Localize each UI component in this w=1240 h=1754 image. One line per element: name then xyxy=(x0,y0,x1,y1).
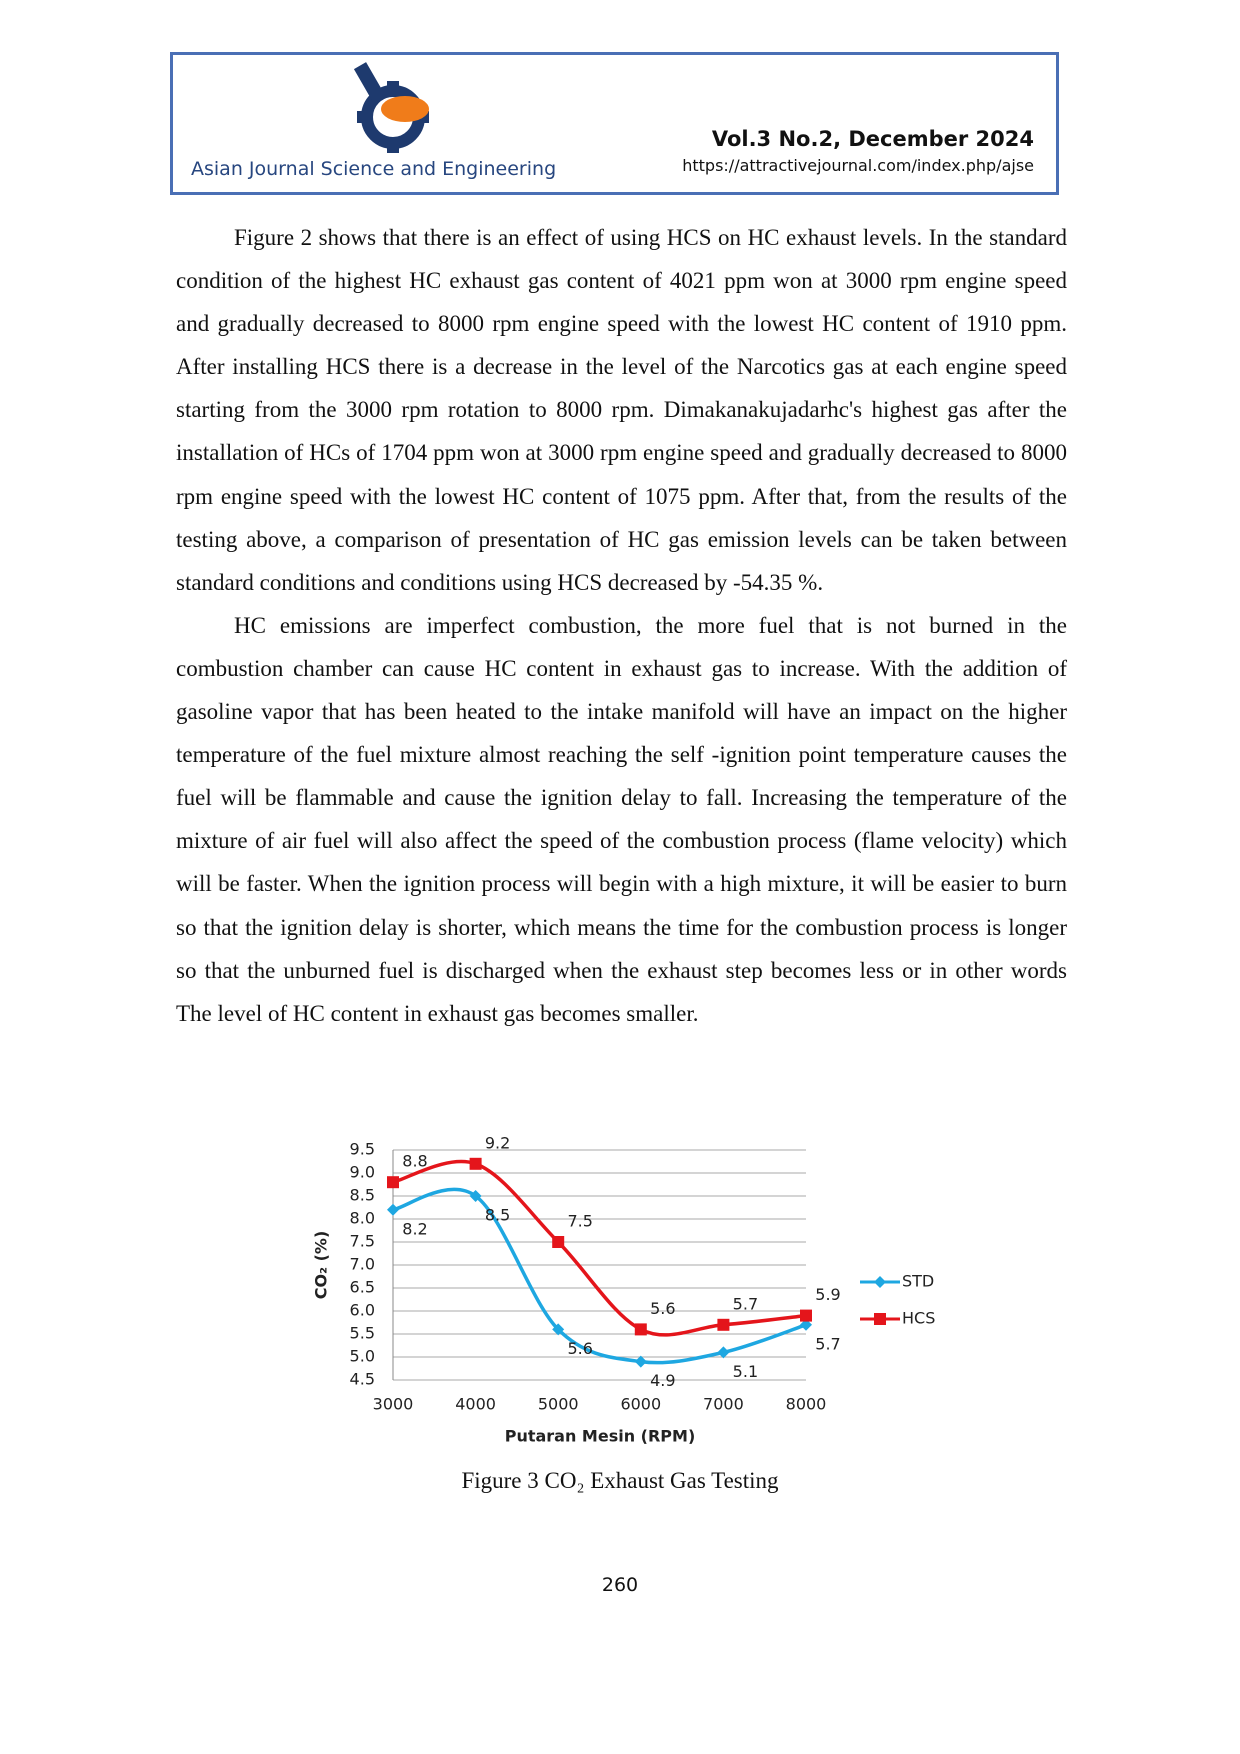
legend-label: HCS xyxy=(902,1309,935,1328)
marker xyxy=(874,1313,886,1325)
y-tick-label: 6.0 xyxy=(350,1301,375,1320)
y-tick-label: 5.0 xyxy=(350,1347,375,1366)
data-label: 5.6 xyxy=(567,1339,592,1358)
data-label: 5.7 xyxy=(733,1294,758,1313)
marker xyxy=(634,1355,647,1368)
x-tick-label: 7000 xyxy=(703,1395,744,1414)
x-tick-label: 3000 xyxy=(373,1395,414,1414)
marker xyxy=(387,1203,399,1216)
journal-name: Asian Journal Science and Engineering xyxy=(191,158,557,180)
x-tick-label: 8000 xyxy=(786,1395,827,1414)
data-label: 8.8 xyxy=(402,1152,427,1171)
y-tick-label: 4.5 xyxy=(350,1370,375,1389)
paragraph: Figure 2 shows that there is an effect o… xyxy=(176,225,1067,595)
marker xyxy=(800,1309,812,1322)
y-tick-label: 7.5 xyxy=(350,1232,375,1251)
data-label: 7.5 xyxy=(567,1212,592,1231)
series-line xyxy=(392,1187,807,1365)
page-number: 260 xyxy=(601,1574,639,1596)
y-tick-label: 5.5 xyxy=(350,1324,375,1343)
y-tick-label: 8.0 xyxy=(350,1209,375,1228)
marker xyxy=(717,1318,730,1331)
x-tick-label: 4000 xyxy=(455,1395,496,1414)
data-label: 9.2 xyxy=(485,1133,510,1152)
marker xyxy=(552,1323,565,1336)
marker xyxy=(469,1190,482,1202)
chart: Putaran Mesin (RPM) CO₂ (%) 4.5 5.0 5.5 6.0… xyxy=(312,1133,936,1446)
data-label: 4.9 xyxy=(650,1371,675,1390)
volume: Vol.3 No.2, December 2024 xyxy=(711,127,1034,151)
y-tick-label: 8.5 xyxy=(350,1186,375,1205)
x-axis-title: Putaran Mesin (RPM) xyxy=(505,1427,696,1446)
marker xyxy=(717,1346,730,1359)
data-label: 8.2 xyxy=(402,1219,427,1238)
y-tick-label: 6.5 xyxy=(350,1278,375,1297)
y-tick-label: 7.0 xyxy=(350,1255,375,1274)
figure-caption: Figure 3 CO₂ Exhaust Gas Testing xyxy=(461,1468,779,1493)
legend-label: STD xyxy=(902,1272,934,1291)
marker xyxy=(469,1157,482,1170)
journal-url: https://attractivejournal.com/index.php/… xyxy=(682,156,1034,175)
data-label: 8.5 xyxy=(485,1206,510,1225)
marker xyxy=(387,1176,399,1189)
marker xyxy=(800,1318,812,1331)
journal-logo xyxy=(353,62,429,153)
marker xyxy=(552,1236,565,1248)
y-tick-label: 9.0 xyxy=(350,1163,375,1182)
y-axis-title: CO₂ (%) xyxy=(312,1231,331,1300)
data-label: 5.6 xyxy=(650,1299,675,1318)
x-tick-label: 5000 xyxy=(538,1395,579,1414)
data-label: 5.1 xyxy=(733,1362,758,1381)
body-text: Figure 2 shows that there is an effect o… xyxy=(176,216,1067,1035)
journal-header: Asian Journal Science and Engineering Vo… xyxy=(170,52,1059,195)
marker xyxy=(874,1276,886,1288)
data-label: 5.9 xyxy=(815,1285,840,1304)
marker xyxy=(634,1323,647,1336)
data-label: 5.7 xyxy=(815,1334,840,1353)
paragraph: HC emissions are imperfect combustion, t… xyxy=(176,612,1067,1026)
x-tick-label: 6000 xyxy=(620,1395,661,1414)
y-tick-label: 9.5 xyxy=(350,1140,375,1159)
